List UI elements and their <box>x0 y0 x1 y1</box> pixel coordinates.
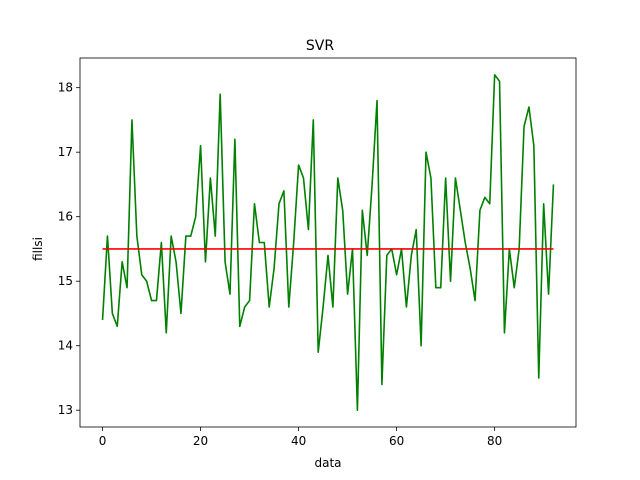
x-tick-label: 80 <box>487 434 502 448</box>
x-tick-label: 20 <box>193 434 208 448</box>
y-axis: 13 14 15 16 17 18 <box>58 81 80 417</box>
y-axis-label: fillsi <box>31 237 45 261</box>
x-tick-label: 40 <box>291 434 306 448</box>
x-axis-label: data <box>314 456 341 470</box>
series-layer <box>101 73 555 412</box>
y-tick-label: 17 <box>58 145 73 159</box>
chart-title: SVR <box>306 38 334 54</box>
series-line-1 <box>101 73 555 412</box>
x-tick-label: 0 <box>99 434 107 448</box>
y-tick-label: 13 <box>58 403 73 417</box>
axes-frame <box>79 57 577 428</box>
y-tick-label: 14 <box>58 339 73 353</box>
y-tick-label: 15 <box>58 274 73 288</box>
x-axis: 0 20 40 60 80 <box>99 427 502 448</box>
plot-area <box>79 57 577 428</box>
y-tick-label: 18 <box>58 81 73 95</box>
x-tick-label: 60 <box>389 434 404 448</box>
y-tick-label: 16 <box>58 210 73 224</box>
